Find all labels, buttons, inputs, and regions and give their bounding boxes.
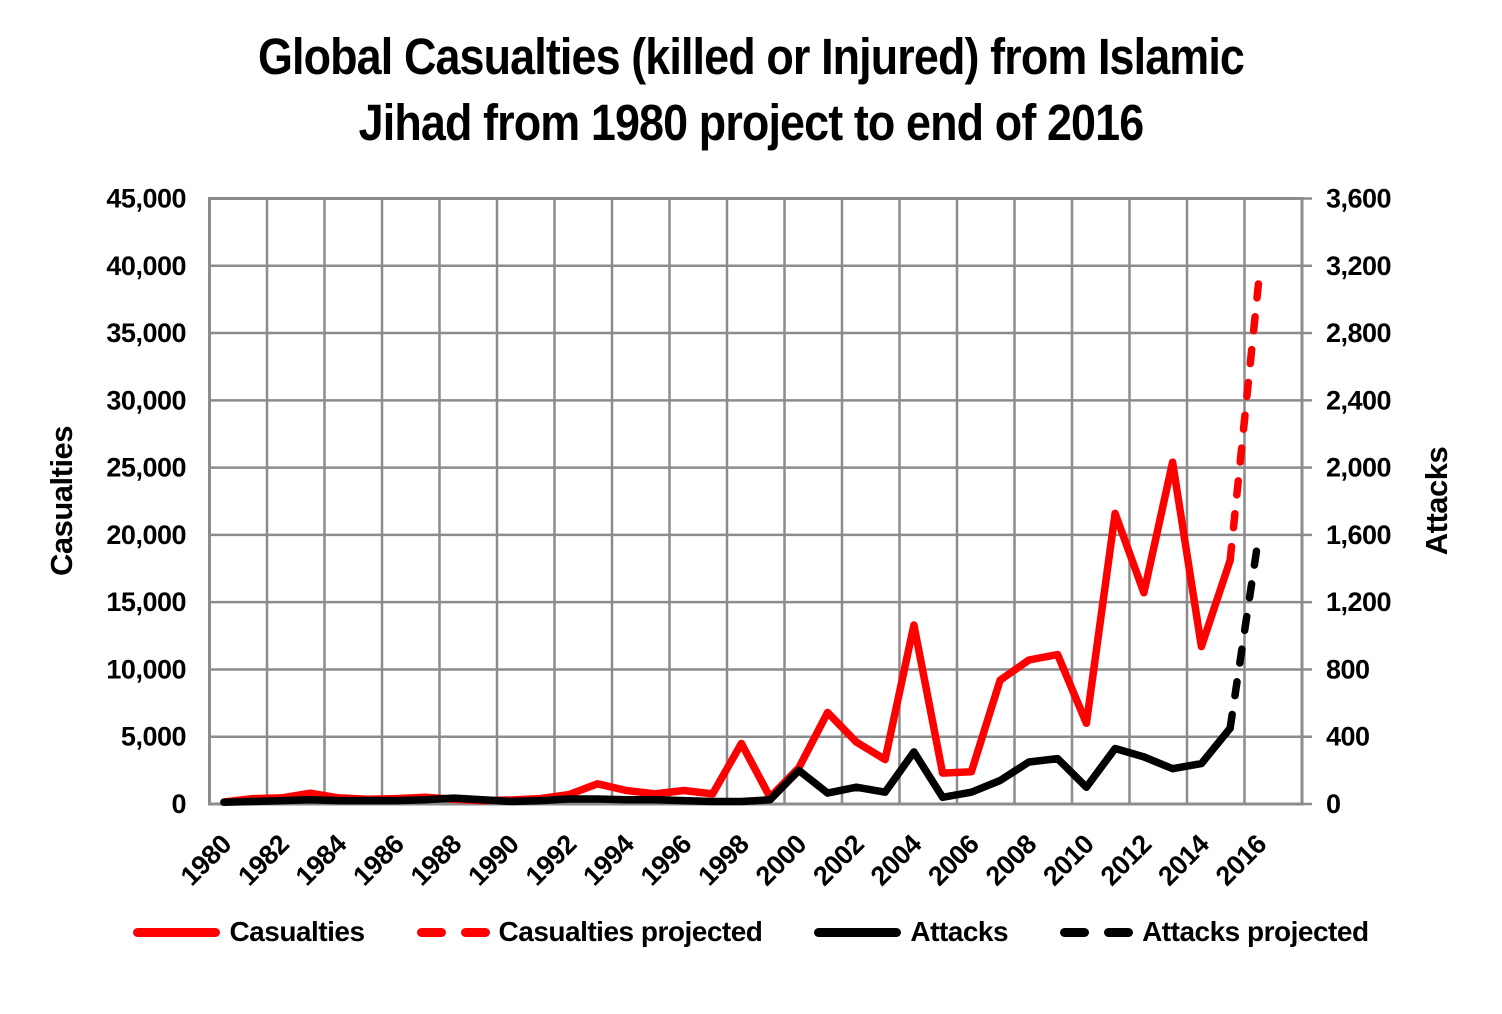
legend-label: Attacks [910, 916, 1009, 947]
x-tick-label: 1992 [520, 829, 582, 891]
legend-item-attacks: Attacks [814, 916, 1009, 948]
x-tick-label: 1988 [405, 829, 468, 892]
series-line-attacks-projected [1226, 531, 1263, 733]
chart-title-line1: Global Casualties (killed or Injured) fr… [257, 28, 1245, 85]
right-tick-label: 0 [1326, 789, 1341, 819]
legend-label: Casualties projected [498, 916, 763, 947]
x-tick-label: 1990 [462, 829, 524, 891]
right-tick-label: 1,600 [1326, 520, 1391, 550]
left-tick-label: 20,000 [106, 520, 186, 550]
legend-label: Attacks projected [1142, 916, 1369, 947]
legend: Casualties Casualties projected Attacks Att… [0, 916, 1502, 948]
x-tick-label: 1982 [232, 829, 294, 891]
x-tick-label: 2016 [1210, 829, 1273, 892]
x-tick-label: 2008 [980, 829, 1043, 892]
left-tick-label: 30,000 [106, 385, 186, 415]
legend-item-casualties-projected: Casualties projected [416, 916, 763, 948]
chart-title-line2: Jihad from 1980 project to end of 2016 [358, 94, 1144, 152]
legend-swatch-attacks-projected-line [1060, 927, 1134, 937]
x-tick-label: 2002 [807, 829, 869, 891]
left-tick-label: 35,000 [106, 318, 186, 348]
x-tick-label: 2012 [1095, 829, 1157, 891]
left-tick-label: 25,000 [106, 453, 186, 483]
right-tick-label: 400 [1326, 722, 1370, 752]
series-line-attacks [220, 724, 1234, 807]
right-tick-label: 800 [1326, 654, 1370, 684]
x-tick-label: 1984 [290, 829, 353, 892]
x-tick-label: 1980 [175, 829, 237, 891]
legend-label: Casualties [229, 916, 365, 947]
x-tick-label: 1996 [635, 829, 698, 892]
legend-swatch-casualties-projected-line [416, 927, 490, 937]
right-tick-label: 3,600 [1326, 184, 1391, 214]
left-tick-label: 5,000 [121, 722, 186, 752]
left-tick-label: 10,000 [106, 654, 186, 684]
right-tick-label: 1,200 [1326, 587, 1391, 617]
legend-swatch-attacks-line [814, 927, 902, 937]
x-tick-label: 2014 [1152, 829, 1215, 892]
right-tick-label: 2,000 [1326, 453, 1391, 483]
right-tick-label: 2,800 [1326, 318, 1391, 348]
left-tick-label: 45,000 [106, 184, 186, 214]
left-tick-label: 15,000 [106, 587, 186, 617]
left-tick-label: 40,000 [106, 251, 186, 281]
series-line-casualties-projected [1226, 275, 1263, 565]
plot-border [208, 197, 1304, 806]
legend-swatch-casualties-line [133, 927, 221, 937]
left-tick-label: 0 [171, 789, 186, 819]
x-tick-label: 1998 [692, 829, 755, 892]
legend-item-casualties: Casualties [133, 916, 365, 948]
x-tick-label: 2000 [750, 829, 812, 891]
x-tick-label: 2004 [865, 829, 928, 892]
x-tick-label: 1986 [347, 829, 410, 892]
right-tick-label: 2,400 [1326, 385, 1391, 415]
legend-item-attacks-projected: Attacks projected [1060, 916, 1369, 948]
x-tick-label: 2006 [922, 829, 985, 892]
x-tick-label: 1994 [577, 829, 640, 892]
chart-title: Global Casualties (killed or Injured) fr… [90, 24, 1412, 157]
right-tick-label: 3,200 [1326, 251, 1391, 281]
x-tick-label: 2010 [1037, 829, 1099, 891]
